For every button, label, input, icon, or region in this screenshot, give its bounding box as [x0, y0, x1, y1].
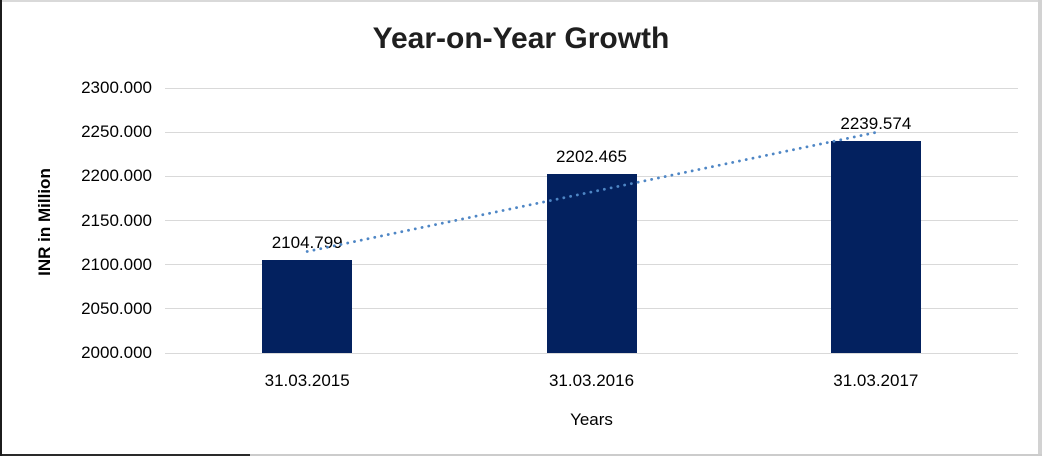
- frame-border-top: [0, 0, 1042, 2]
- y-axis-tick-label: 2250.000: [81, 122, 152, 142]
- y-axis-tick-label: 2200.000: [81, 166, 152, 186]
- bar-value-label: 2104.799: [271, 233, 343, 253]
- x-axis-tick-label: 31.03.2016: [548, 371, 635, 390]
- gridline: [165, 352, 1018, 354]
- frame-border-bottom-dark-segment: [0, 454, 250, 456]
- bar-31.03.2017: [830, 141, 921, 353]
- frame-border-bottom: [0, 454, 1042, 456]
- y-axis-tick-label: 2150.000: [81, 210, 152, 230]
- bar-value-label: 2239.574: [840, 114, 912, 134]
- y-axis-tick-label: 2100.000: [81, 254, 152, 274]
- chart-title: Year-on-Year Growth: [372, 22, 670, 55]
- bar-value-label: 2202.465: [556, 147, 627, 167]
- y-axis-tick-label: 2300.000: [81, 78, 152, 97]
- bar-31.03.2015: [262, 260, 353, 353]
- y-axis-tick-label: 2000.000: [81, 343, 152, 362]
- frame-border-right: [1038, 0, 1042, 456]
- frame-border-left: [0, 0, 2, 456]
- x-axis-tick-label: 31.03.2015: [264, 371, 350, 390]
- x-axis-title: Years: [570, 410, 613, 429]
- x-axis-tick-label: 31.03.2017: [833, 371, 919, 390]
- bar-31.03.2016: [546, 174, 637, 353]
- gridline: [165, 87, 1018, 89]
- y-axis-tick-label: 2050.000: [81, 298, 152, 318]
